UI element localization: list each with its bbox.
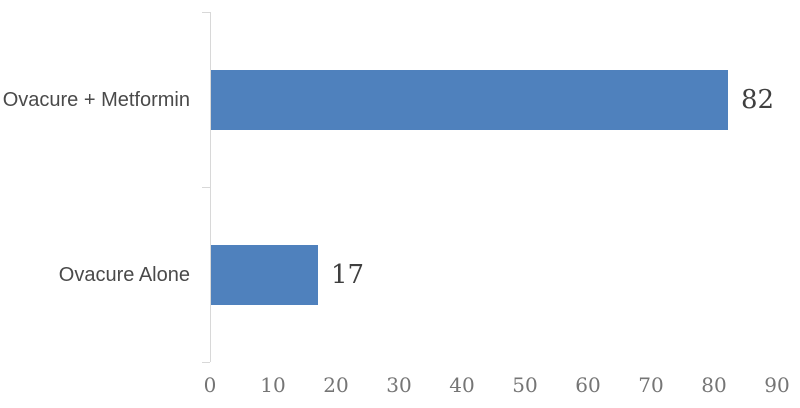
category-label: Ovacure Alone	[58, 264, 190, 286]
x-tick-label: 50	[512, 373, 538, 397]
y-axis-line	[210, 12, 211, 362]
axis-tick-mark	[202, 362, 210, 363]
x-tick-label: 70	[638, 373, 664, 397]
x-tick-label: 30	[386, 373, 412, 397]
x-tick-label: 60	[575, 373, 601, 397]
x-tick-label: 10	[260, 373, 286, 397]
category-label: Ovacure + Metformin	[2, 89, 190, 111]
x-tick-label: 0	[203, 373, 217, 397]
data-bar	[211, 70, 728, 130]
axis-tick-mark	[202, 187, 210, 188]
x-tick-label: 40	[449, 373, 475, 397]
value-label: 17	[331, 260, 365, 290]
x-tick-label: 20	[323, 373, 349, 397]
value-label: 82	[741, 85, 775, 115]
data-bar	[211, 245, 318, 305]
x-tick-label: 90	[764, 373, 790, 397]
x-tick-label: 80	[701, 373, 727, 397]
axis-tick-mark	[202, 12, 210, 13]
